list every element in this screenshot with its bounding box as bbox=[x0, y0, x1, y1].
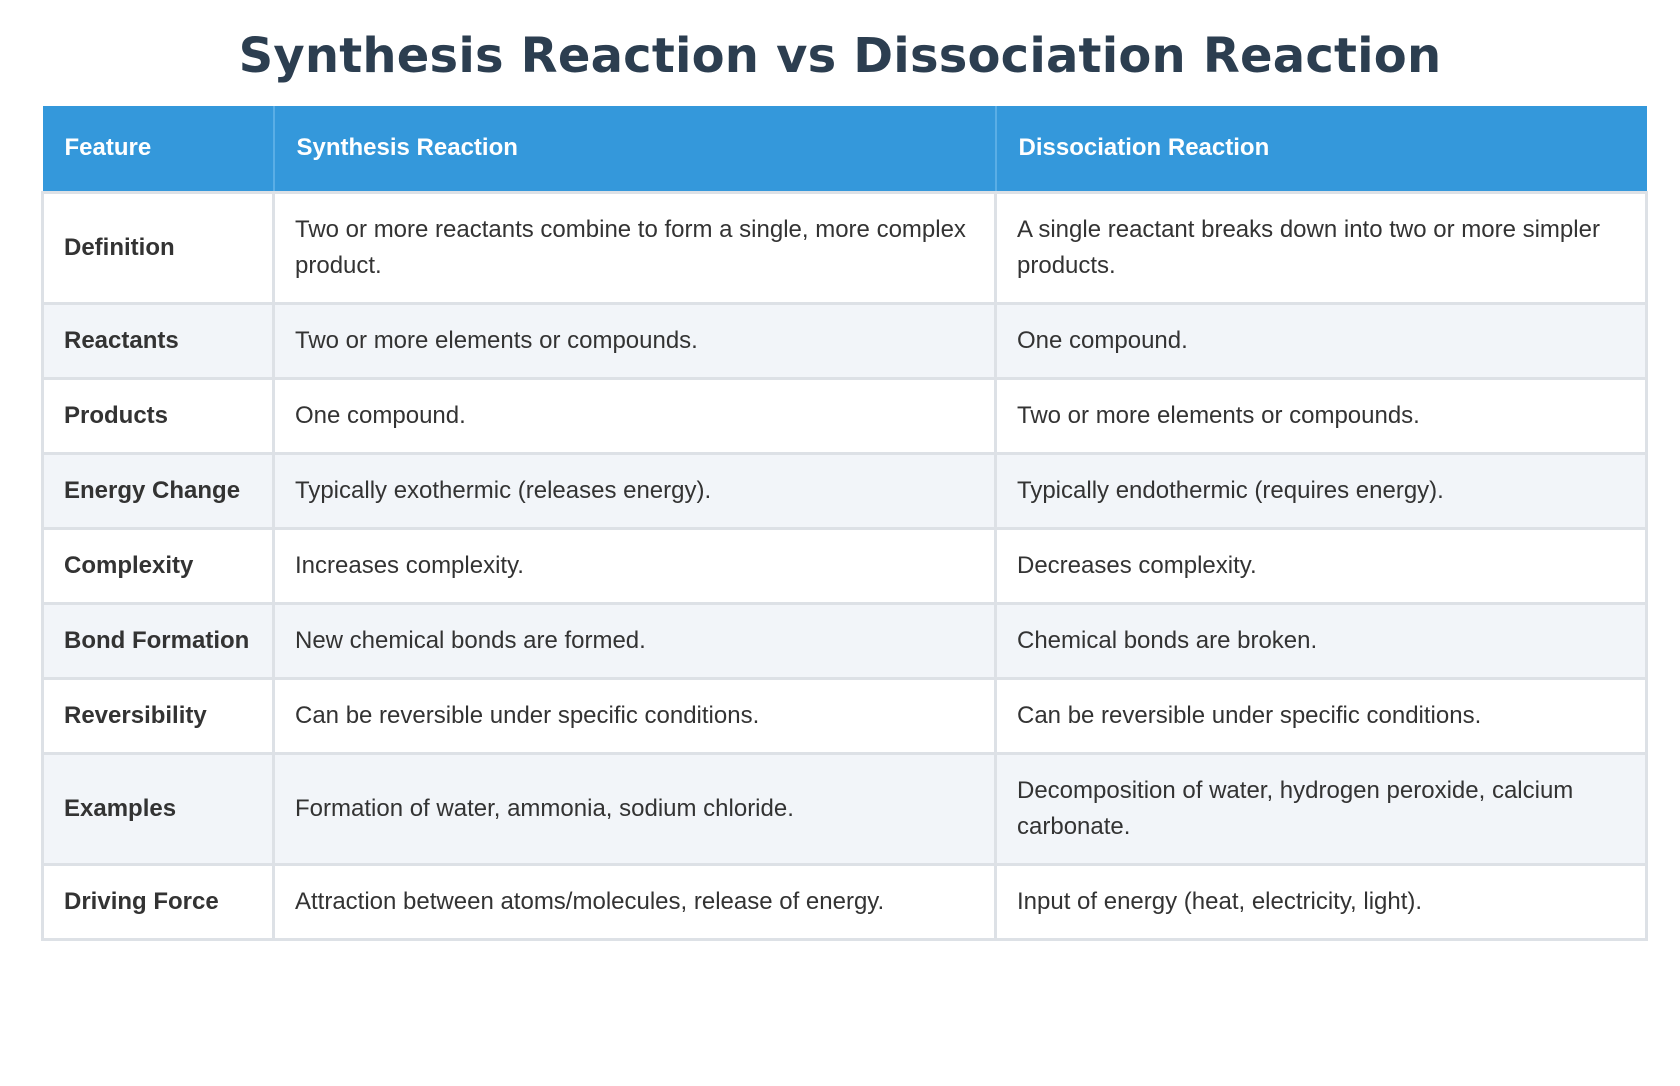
table-row: Driving Force Attraction between atoms/m… bbox=[41, 862, 1648, 941]
table-row: Reactants Two or more elements or compou… bbox=[41, 301, 1648, 380]
dissociation-cell: Typically endothermic (requires energy). bbox=[994, 451, 1648, 530]
feature-cell: Examples bbox=[41, 751, 275, 866]
dissociation-cell: A single reactant breaks down into two o… bbox=[994, 190, 1648, 305]
dissociation-cell: Two or more elements or compounds. bbox=[994, 376, 1648, 455]
table-header-row: Feature Synthesis Reaction Dissociation … bbox=[42, 106, 1647, 192]
header-synthesis: Synthesis Reaction bbox=[273, 106, 997, 192]
feature-cell: Driving Force bbox=[41, 862, 275, 941]
feature-cell: Reactants bbox=[41, 301, 275, 380]
dissociation-cell: Can be reversible under specific conditi… bbox=[994, 676, 1648, 755]
synthesis-cell: Two or more elements or compounds. bbox=[272, 301, 997, 380]
synthesis-cell: Typically exothermic (releases energy). bbox=[272, 451, 997, 530]
dissociation-cell: Decreases complexity. bbox=[994, 526, 1648, 605]
synthesis-cell: One compound. bbox=[272, 376, 997, 455]
feature-cell: Bond Formation bbox=[41, 601, 275, 680]
page-title: Synthesis Reaction vs Dissociation React… bbox=[238, 28, 1442, 84]
dissociation-cell: Input of energy (heat, electricity, ligh… bbox=[994, 862, 1648, 941]
table-row: Energy Change Typically exothermic (rele… bbox=[41, 451, 1648, 530]
table-row: Complexity Increases complexity. Decreas… bbox=[41, 526, 1648, 605]
feature-cell: Energy Change bbox=[41, 451, 275, 530]
synthesis-cell: Attraction between atoms/molecules, rele… bbox=[272, 862, 997, 941]
synthesis-cell: Formation of water, ammonia, sodium chlo… bbox=[272, 751, 997, 866]
table-row: Definition Two or more reactants combine… bbox=[41, 190, 1648, 305]
synthesis-cell: Can be reversible under specific conditi… bbox=[272, 676, 997, 755]
feature-cell: Complexity bbox=[41, 526, 275, 605]
dissociation-cell: Decomposition of water, hydrogen peroxid… bbox=[994, 751, 1648, 866]
dissociation-cell: One compound. bbox=[994, 301, 1648, 380]
table-row: Products One compound. Two or more eleme… bbox=[41, 376, 1648, 455]
feature-cell: Definition bbox=[41, 190, 275, 305]
feature-cell: Reversibility bbox=[41, 676, 275, 755]
table-row: Examples Formation of water, ammonia, so… bbox=[41, 751, 1648, 866]
header-dissociation: Dissociation Reaction bbox=[995, 106, 1647, 192]
table-row: Bond Formation New chemical bonds are fo… bbox=[41, 601, 1648, 680]
comparison-table: Feature Synthesis Reaction Dissociation … bbox=[41, 106, 1648, 941]
table-row: Reversibility Can be reversible under sp… bbox=[41, 676, 1648, 755]
feature-cell: Products bbox=[41, 376, 275, 455]
synthesis-cell: Increases complexity. bbox=[272, 526, 997, 605]
synthesis-cell: New chemical bonds are formed. bbox=[272, 601, 997, 680]
dissociation-cell: Chemical bonds are broken. bbox=[994, 601, 1648, 680]
synthesis-cell: Two or more reactants combine to form a … bbox=[272, 190, 997, 305]
header-feature: Feature bbox=[42, 106, 275, 192]
